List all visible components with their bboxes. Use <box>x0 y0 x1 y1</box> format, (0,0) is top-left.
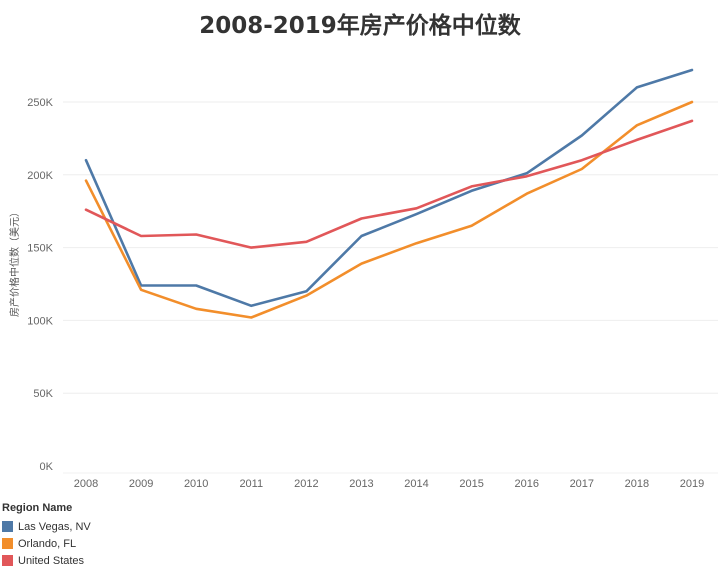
x-tick-label: 2011 <box>239 478 263 490</box>
legend-title: Region Name <box>2 502 73 514</box>
x-tick-label: 2012 <box>294 478 318 490</box>
legend-item: United States <box>2 552 91 569</box>
legend-label: Orlando, FL <box>18 537 77 550</box>
y-axis-label: 房产价格中位数（美元） <box>8 207 21 317</box>
y-tick-label: 150K <box>27 243 53 255</box>
y-axis-ticks: 0K 50K 100K 150K 200K 250K <box>27 97 53 473</box>
y-tick-label: 0K <box>40 461 54 473</box>
series-lines <box>84 68 694 319</box>
x-tick-label: 2016 <box>514 478 538 490</box>
x-tick-label: 2009 <box>129 478 153 490</box>
x-tick-label: 2018 <box>625 478 649 490</box>
x-tick-label: 2019 <box>680 478 704 490</box>
series-line-1 <box>84 68 694 308</box>
x-axis-ticks: 2008 2009 2010 2011 2012 2013 2014 2015 2016 2017… <box>74 478 704 490</box>
legend-label: United States <box>18 554 85 567</box>
legend-item: Orlando, FL <box>2 535 91 552</box>
legend-item: Las Vegas, NV <box>2 518 91 535</box>
legend: Region Name Las Vegas, NV Orlando, FL Unit… <box>2 502 91 569</box>
series-line-3 <box>84 119 694 249</box>
series-line-2 <box>84 100 694 319</box>
y-tick-label: 250K <box>27 97 53 109</box>
legend-label: Las Vegas, NV <box>18 520 91 533</box>
x-tick-label: 2017 <box>570 478 594 490</box>
y-tick-label: 50K <box>33 388 53 400</box>
legend-swatch <box>2 521 13 532</box>
x-tick-label: 2010 <box>184 478 208 490</box>
y-tick-label: 100K <box>27 315 53 327</box>
legend-items: Las Vegas, NV Orlando, FL United States <box>2 518 91 569</box>
chart-title: 2008-2019年房产价格中位数 <box>199 13 521 39</box>
x-tick-label: 2013 <box>349 478 373 490</box>
y-tick-label: 200K <box>27 170 53 182</box>
legend-swatch <box>2 538 13 549</box>
x-tick-label: 2015 <box>459 478 483 490</box>
legend-swatch <box>2 555 13 566</box>
x-tick-label: 2008 <box>74 478 98 490</box>
x-tick-label: 2014 <box>404 478 428 490</box>
grid-lines <box>63 101 718 474</box>
